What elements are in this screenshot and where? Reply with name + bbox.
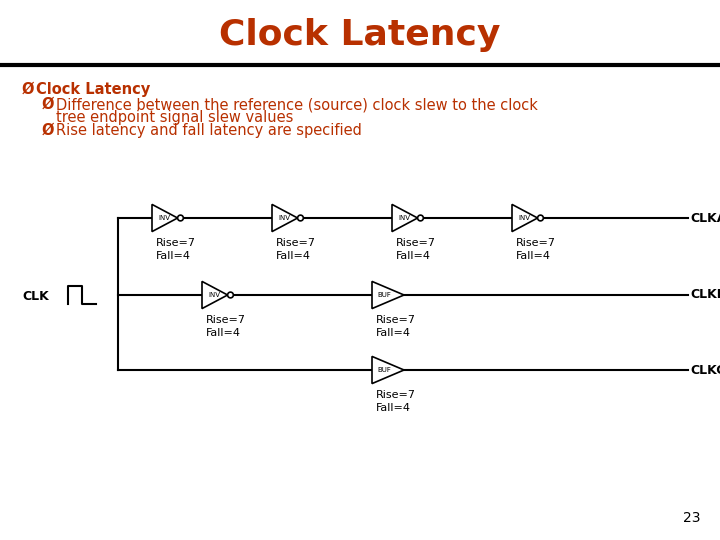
- Text: Ø: Ø: [42, 123, 55, 138]
- Text: CLKC: CLKC: [690, 363, 720, 376]
- Text: BUF: BUF: [378, 292, 392, 298]
- Text: Rise=7: Rise=7: [516, 238, 556, 248]
- Text: CLK: CLK: [22, 291, 49, 303]
- Text: CLKB: CLKB: [690, 288, 720, 301]
- Text: Difference between the reference (source) clock slew to the clock: Difference between the reference (source…: [56, 97, 538, 112]
- Text: BUF: BUF: [378, 367, 392, 373]
- Text: Rise=7: Rise=7: [396, 238, 436, 248]
- Text: Rise=7: Rise=7: [206, 315, 246, 325]
- Text: CLKA: CLKA: [690, 212, 720, 225]
- Polygon shape: [202, 281, 228, 308]
- Polygon shape: [392, 205, 418, 232]
- Text: Rise=7: Rise=7: [276, 238, 316, 248]
- Text: INV: INV: [398, 215, 410, 221]
- Text: Clock Latency: Clock Latency: [220, 18, 500, 52]
- Circle shape: [228, 292, 233, 298]
- Text: Fall=4: Fall=4: [276, 251, 311, 261]
- Text: INV: INV: [158, 215, 170, 221]
- Text: 23: 23: [683, 511, 700, 525]
- Polygon shape: [152, 205, 178, 232]
- Text: Fall=4: Fall=4: [376, 328, 411, 338]
- Text: Fall=4: Fall=4: [206, 328, 241, 338]
- Circle shape: [178, 215, 184, 221]
- Text: Fall=4: Fall=4: [156, 251, 191, 261]
- Circle shape: [297, 215, 303, 221]
- Text: Rise=7: Rise=7: [376, 390, 416, 400]
- Text: Fall=4: Fall=4: [376, 403, 411, 413]
- Polygon shape: [512, 205, 538, 232]
- Text: INV: INV: [278, 215, 290, 221]
- Text: INV: INV: [208, 292, 220, 298]
- Circle shape: [418, 215, 423, 221]
- Polygon shape: [372, 281, 404, 308]
- Text: Fall=4: Fall=4: [516, 251, 551, 261]
- Text: Ø: Ø: [22, 82, 35, 97]
- Text: Fall=4: Fall=4: [396, 251, 431, 261]
- Text: Clock Latency: Clock Latency: [36, 82, 150, 97]
- Polygon shape: [272, 205, 297, 232]
- Polygon shape: [372, 356, 404, 383]
- Circle shape: [538, 215, 544, 221]
- Text: tree endpoint signal slew values: tree endpoint signal slew values: [56, 110, 293, 125]
- Text: Rise=7: Rise=7: [156, 238, 196, 248]
- Text: INV: INV: [518, 215, 530, 221]
- Text: Rise latency and fall latency are specified: Rise latency and fall latency are specif…: [56, 123, 362, 138]
- Text: Ø: Ø: [42, 97, 55, 112]
- Text: Rise=7: Rise=7: [376, 315, 416, 325]
